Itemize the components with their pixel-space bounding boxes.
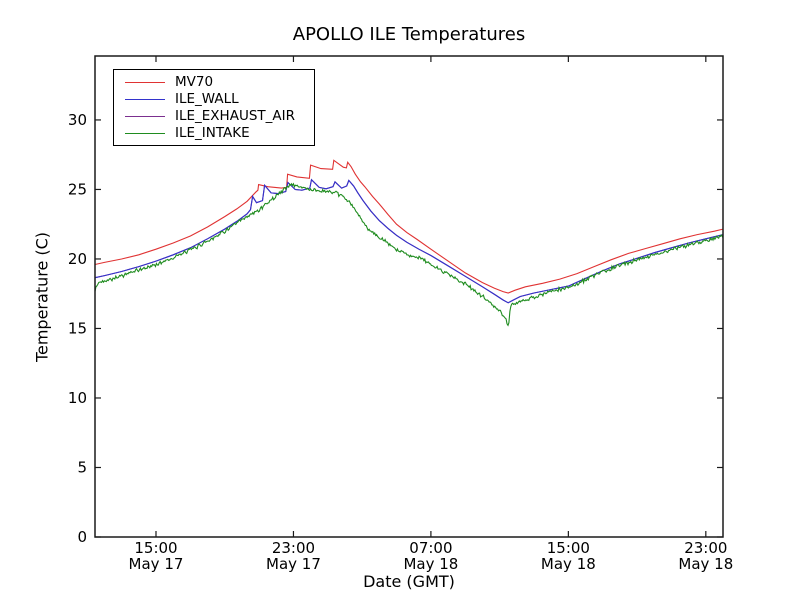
legend-label-ile-intake: ILE_INTAKE <box>175 125 250 141</box>
legend-line-swatch-ile-intake <box>125 133 165 134</box>
y-tick-label: 15 <box>68 319 87 337</box>
legend-line-swatch-ile-wall <box>125 99 165 100</box>
x-tick-label-time: 23:00 <box>684 539 727 557</box>
chart-title: APOLLO ILE Temperatures <box>292 24 526 45</box>
series-line-ile-wall <box>94 178 724 304</box>
legend-label-mv70: MV70 <box>175 74 214 90</box>
x-tick-label-time: 15:00 <box>547 539 590 557</box>
legend-item-ile-intake: ILE_INTAKE <box>114 125 314 142</box>
y-tick-label: 20 <box>68 250 87 268</box>
legend-label-ile-wall: ILE_WALL <box>175 91 239 107</box>
legend-item-ile-wall: ILE_WALL <box>114 91 314 108</box>
legend-label-ile-exhaust-air: ILE_EXHAUST_AIR <box>175 108 295 124</box>
x-tick-label-time: 23:00 <box>272 539 315 557</box>
series-line-ile-intake <box>94 182 724 327</box>
legend: MV70 ILE_WALL ILE_EXHAUST_AIR ILE_INTAKE <box>113 69 315 146</box>
legend-item-ile-exhaust-air: ILE_EXHAUST_AIR <box>114 108 314 125</box>
x-tick-label-date: May 18 <box>678 555 733 573</box>
x-tick-label-date: May 17 <box>129 555 184 573</box>
legend-line-swatch-mv70 <box>125 82 165 83</box>
series-line-mv70 <box>94 159 724 294</box>
y-axis-label: Temperature (C) <box>32 231 52 363</box>
y-tick-label: 10 <box>68 389 87 407</box>
x-tick-label-date: May 18 <box>403 555 458 573</box>
y-tick-label: 5 <box>77 458 87 476</box>
series-line-ile-exhaust-air <box>94 178 724 304</box>
y-tick-label: 0 <box>77 528 87 546</box>
y-tick-label: 25 <box>68 180 87 198</box>
y-tick-label: 30 <box>68 111 87 129</box>
x-tick-label-date: May 18 <box>541 555 596 573</box>
x-axis-label: Date (GMT) <box>363 572 455 591</box>
x-tick-label-time: 15:00 <box>134 539 177 557</box>
x-tick-label-date: May 17 <box>266 555 321 573</box>
legend-item-mv70: MV70 <box>114 74 314 91</box>
x-tick-label-time: 07:00 <box>409 539 452 557</box>
legend-line-swatch-ile-exhaust-air <box>125 116 165 117</box>
plot-border <box>94 55 724 538</box>
